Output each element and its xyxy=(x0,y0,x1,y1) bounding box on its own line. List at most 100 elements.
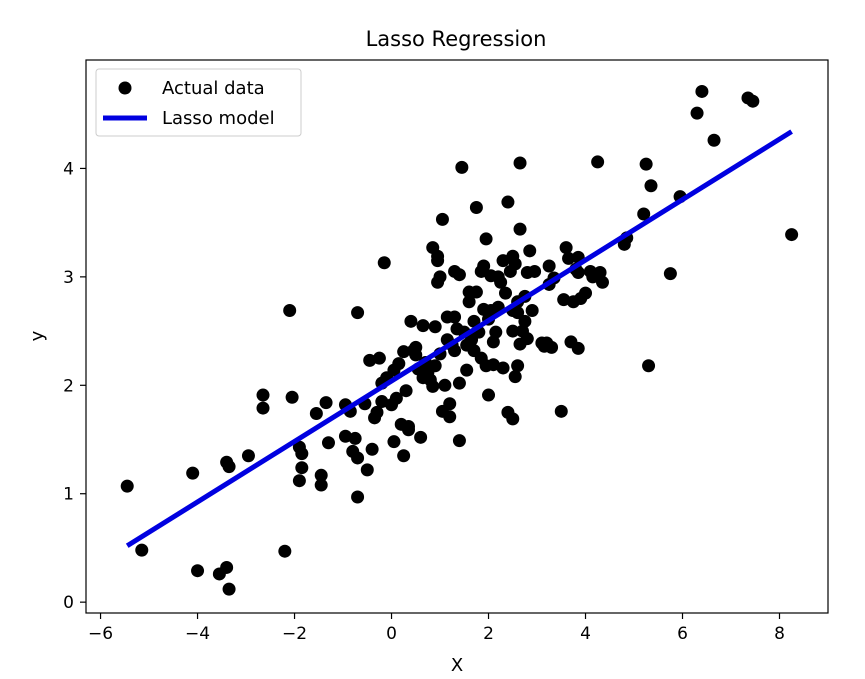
data-point xyxy=(785,228,799,242)
data-point xyxy=(314,478,328,492)
y-tick-label: 1 xyxy=(63,485,74,505)
data-point xyxy=(513,156,527,170)
data-point xyxy=(285,390,299,404)
data-point xyxy=(409,340,423,354)
data-point xyxy=(506,324,520,338)
data-point xyxy=(557,293,571,307)
data-point xyxy=(135,543,149,557)
data-point xyxy=(707,133,721,147)
data-point xyxy=(241,449,255,463)
lasso-model-line xyxy=(125,129,793,548)
chart-title: Lasso Regression xyxy=(366,27,547,51)
data-point xyxy=(389,391,403,405)
data-point xyxy=(351,306,365,320)
data-point xyxy=(593,266,607,280)
x-tick-label: 4 xyxy=(580,624,591,644)
data-point xyxy=(511,306,525,320)
y-tick-label: 2 xyxy=(63,376,74,396)
data-point xyxy=(528,264,542,278)
legend-marker-actual-data xyxy=(118,81,132,95)
data-point xyxy=(351,490,365,504)
data-point xyxy=(278,544,292,558)
data-point xyxy=(486,335,500,349)
data-point xyxy=(663,267,677,281)
data-point xyxy=(525,303,539,317)
data-point xyxy=(690,106,704,120)
data-point xyxy=(309,406,323,420)
data-point xyxy=(545,340,559,354)
data-point xyxy=(455,160,469,174)
data-point xyxy=(428,359,442,373)
data-point xyxy=(404,314,418,328)
data-point xyxy=(501,195,515,209)
data-point xyxy=(402,419,416,433)
data-point xyxy=(348,431,362,445)
y-tick-label: 4 xyxy=(63,159,74,179)
x-axis-label: X xyxy=(451,655,463,676)
data-point xyxy=(191,564,205,578)
data-point xyxy=(695,84,709,98)
data-point xyxy=(595,275,609,289)
data-point xyxy=(397,345,411,359)
data-point xyxy=(351,451,365,465)
x-tick-label: 0 xyxy=(386,624,397,644)
x-tick-label: 6 xyxy=(677,624,688,644)
data-point xyxy=(186,466,200,480)
data-point xyxy=(591,155,605,169)
x-tick-label: 2 xyxy=(483,624,494,644)
data-point xyxy=(467,314,481,328)
data-point xyxy=(452,434,466,448)
data-point xyxy=(462,295,476,309)
data-point xyxy=(542,259,556,273)
plot-area xyxy=(85,59,829,614)
data-point xyxy=(460,363,474,377)
y-tick-label: 3 xyxy=(63,268,74,288)
data-point xyxy=(571,341,585,355)
data-point xyxy=(477,259,491,273)
y-axis-label: y xyxy=(27,330,48,341)
data-point xyxy=(559,241,573,255)
data-point xyxy=(220,560,234,574)
data-point xyxy=(494,275,508,289)
data-point xyxy=(292,474,306,488)
data-point xyxy=(314,468,328,482)
data-point xyxy=(372,351,386,365)
data-point xyxy=(523,244,537,258)
data-point xyxy=(397,449,411,463)
data-point xyxy=(579,286,593,300)
legend-label-lasso-model: Lasso model xyxy=(162,108,275,129)
x-tick-label: −6 xyxy=(88,624,113,644)
data-point xyxy=(508,257,522,271)
data-point xyxy=(642,359,656,373)
data-point xyxy=(639,157,653,171)
data-point xyxy=(644,179,658,193)
data-point xyxy=(319,396,333,410)
data-point xyxy=(222,582,236,596)
data-point xyxy=(482,388,496,402)
data-point xyxy=(637,207,651,221)
data-point xyxy=(387,435,401,449)
data-point xyxy=(283,303,297,317)
data-point xyxy=(443,397,457,411)
data-point xyxy=(496,254,510,268)
y-axis: 0 1 2 3 4 xyxy=(63,159,86,613)
data-point xyxy=(377,256,391,270)
legend-box xyxy=(95,68,302,137)
data-point xyxy=(435,212,449,226)
data-point xyxy=(363,353,377,367)
data-point xyxy=(120,479,134,493)
data-point xyxy=(428,320,442,334)
data-point xyxy=(520,332,534,346)
data-point xyxy=(746,94,760,108)
data-point xyxy=(295,461,309,475)
data-point xyxy=(511,359,525,373)
data-point xyxy=(506,412,520,426)
data-point xyxy=(452,268,466,282)
data-point xyxy=(431,254,445,268)
data-point xyxy=(489,325,503,339)
data-point xyxy=(222,460,236,474)
data-point xyxy=(448,344,462,358)
data-point xyxy=(338,429,352,443)
data-point xyxy=(360,463,374,477)
